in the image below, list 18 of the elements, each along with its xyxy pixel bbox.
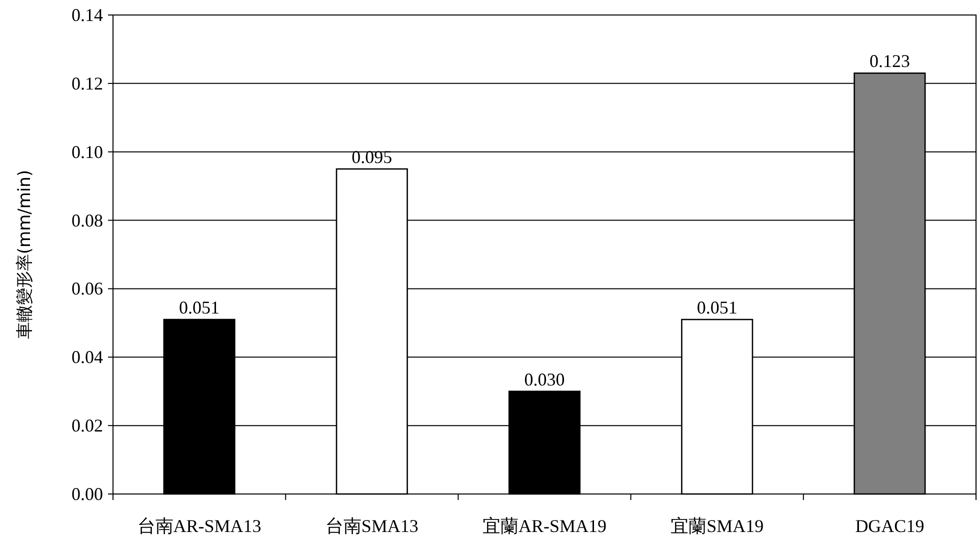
y-tick-label: 0.02 [72,416,103,436]
y-tick-label: 0.04 [72,347,103,368]
x-tick-label: 宜蘭AR-SMA19 [482,516,607,536]
x-tick-label: DGAC19 [855,516,924,536]
y-tick-label: 0.08 [72,210,103,230]
y-tick-label: 0.00 [72,484,103,504]
data-label: 0.030 [524,369,565,390]
y-tick-label: 0.06 [72,278,103,299]
y-tick-label: 0.10 [72,142,103,162]
x-tick-label: 台南AR-SMA13 [137,516,262,536]
y-axis-title: 車轍變形率(mm/min) [15,170,35,340]
x-tick-label: 台南SMA13 [325,516,418,536]
y-tick-label: 0.12 [72,73,103,94]
data-label: 0.051 [696,298,738,318]
x-tick-label: 宜蘭SMA19 [670,516,764,536]
data-label: 0.123 [869,51,910,72]
y-tick-label: 0.14 [72,5,103,25]
data-label: 0.051 [179,298,220,318]
